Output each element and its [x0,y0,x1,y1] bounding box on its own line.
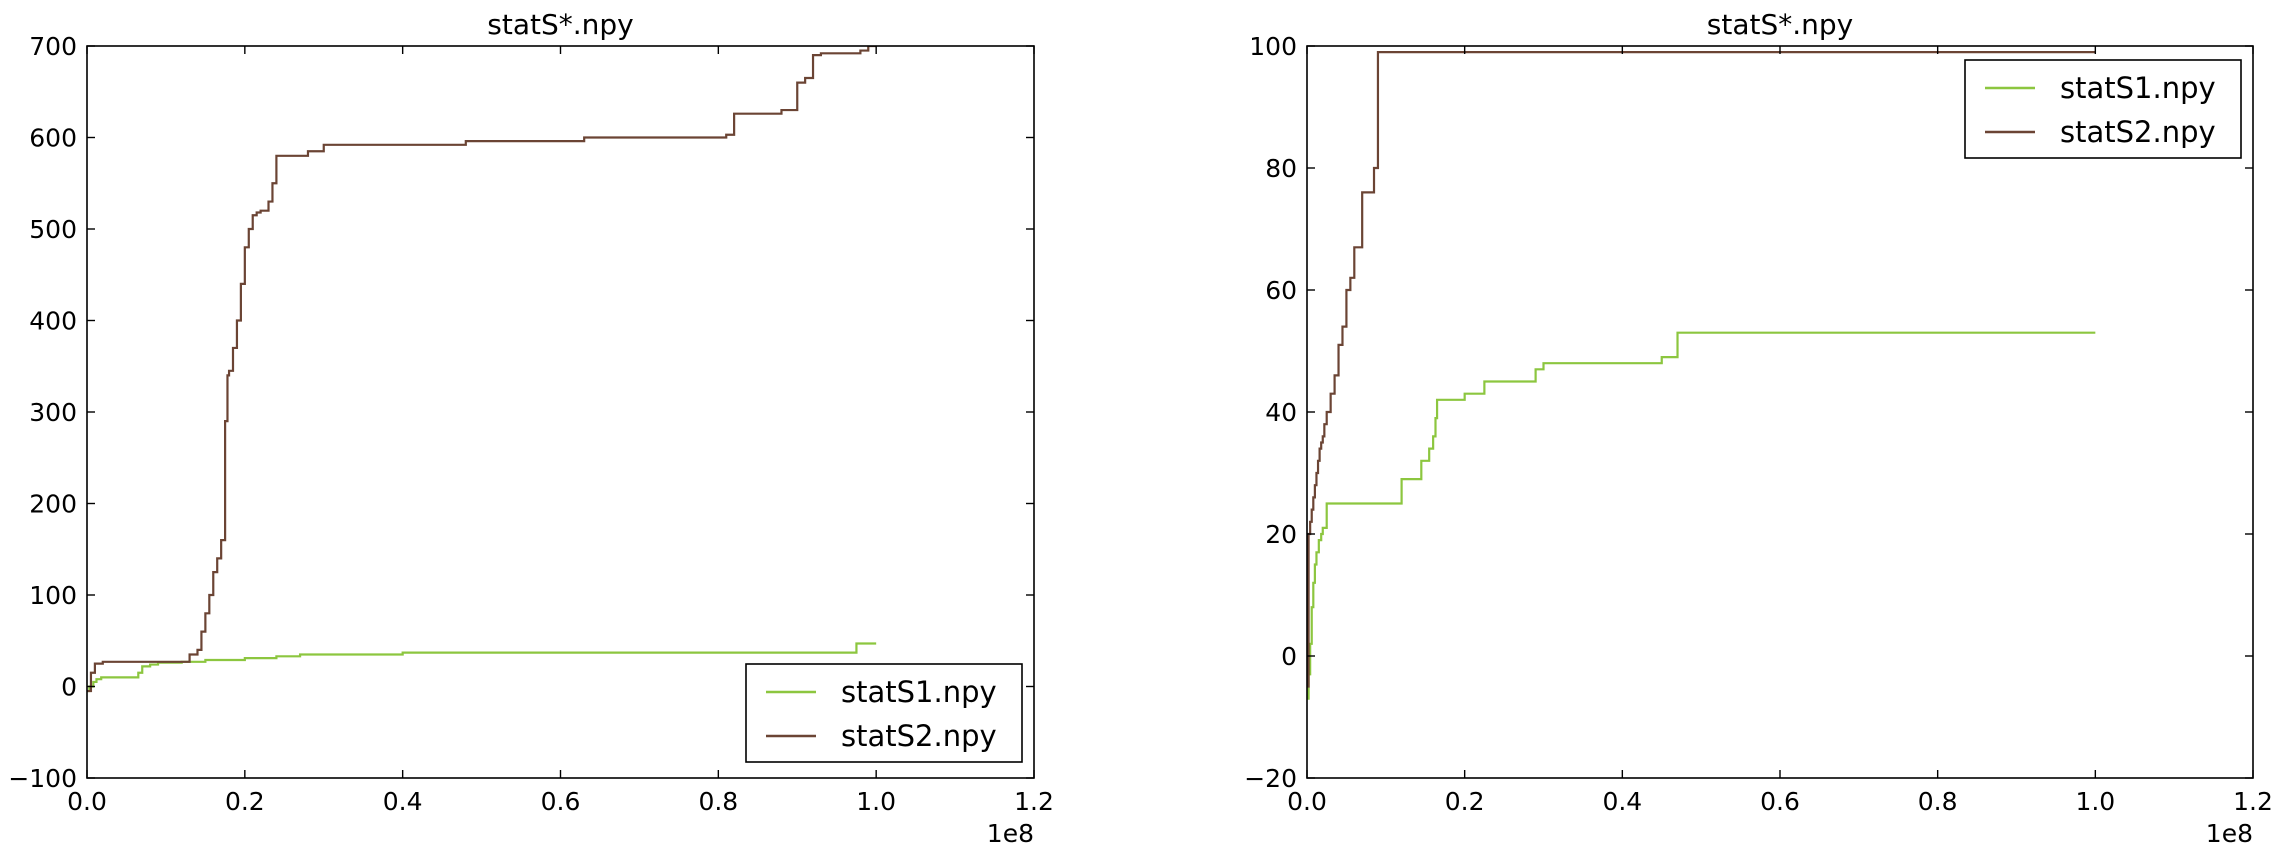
y-tick-label: 40 [1265,398,1297,427]
x-tick-label: 1.2 [1014,787,1054,816]
x-tick-label: 0.6 [1760,787,1800,816]
legend-box [745,663,1023,763]
y-tick-label: 600 [29,124,77,153]
x-offset-label: 1e8 [2206,819,2253,848]
legend-label-2: statS2.npy [2060,115,2216,149]
y-tick-label: 80 [1265,154,1297,183]
legend: statS1.npy statS2.npy [745,663,1023,763]
x-tick-label: 0.0 [1287,787,1327,816]
y-tick-label: 400 [29,307,77,336]
chart-panel-2: 0.0 0.2 0.4 0.6 0.8 1.0 1.2 −20 0 20 40 60 80 100 1e8 s… [1244,8,2273,848]
y-tick-label: 100 [1249,32,1297,61]
x-tick-label: 0.4 [383,787,423,816]
y-tick-label: 200 [29,490,77,519]
x-offset-label: 1e8 [987,819,1034,848]
y-tick-label: 700 [29,32,77,61]
chart-panel-1: 0.0 0.2 0.4 0.6 0.8 1.0 1.2 −100 0 100 200 300 400 50… [8,8,1054,848]
series-line-2 [87,46,877,693]
x-tick-label: 0.8 [1918,787,1958,816]
legend-label-1: statS1.npy [2060,71,2216,105]
chart-title: statS*.npy [487,8,633,41]
x-tick-label: 0.6 [541,787,581,816]
chart-title: statS*.npy [1707,8,1853,41]
y-tick-label: 500 [29,215,77,244]
y-tick-label: 100 [29,581,77,610]
series-line-2 [1307,51,2096,688]
y-tick-label: 20 [1265,520,1297,549]
x-tick-label: 1.0 [2075,787,2115,816]
x-tick-label: 1.2 [2233,787,2273,816]
series-line-1 [1307,331,2096,700]
x-tick-label: 0.4 [1602,787,1642,816]
legend: statS1.npy statS2.npy [1964,59,2242,159]
legend-box [1964,59,2242,159]
y-tick-label: −20 [1244,764,1297,793]
y-tick-label: 300 [29,398,77,427]
x-tick-label: 0.0 [67,787,107,816]
x-tick-label: 1.0 [856,787,896,816]
x-tick-label: 0.8 [698,787,738,816]
x-tick-label: 0.2 [1445,787,1485,816]
legend-label-1: statS1.npy [841,675,997,709]
y-tick-label: −100 [8,764,77,793]
y-tick-label: 60 [1265,276,1297,305]
y-tick-label: 0 [61,673,77,702]
x-tick-label: 0.2 [225,787,265,816]
legend-label-2: statS2.npy [841,719,997,753]
y-tick-label: 0 [1281,642,1297,671]
